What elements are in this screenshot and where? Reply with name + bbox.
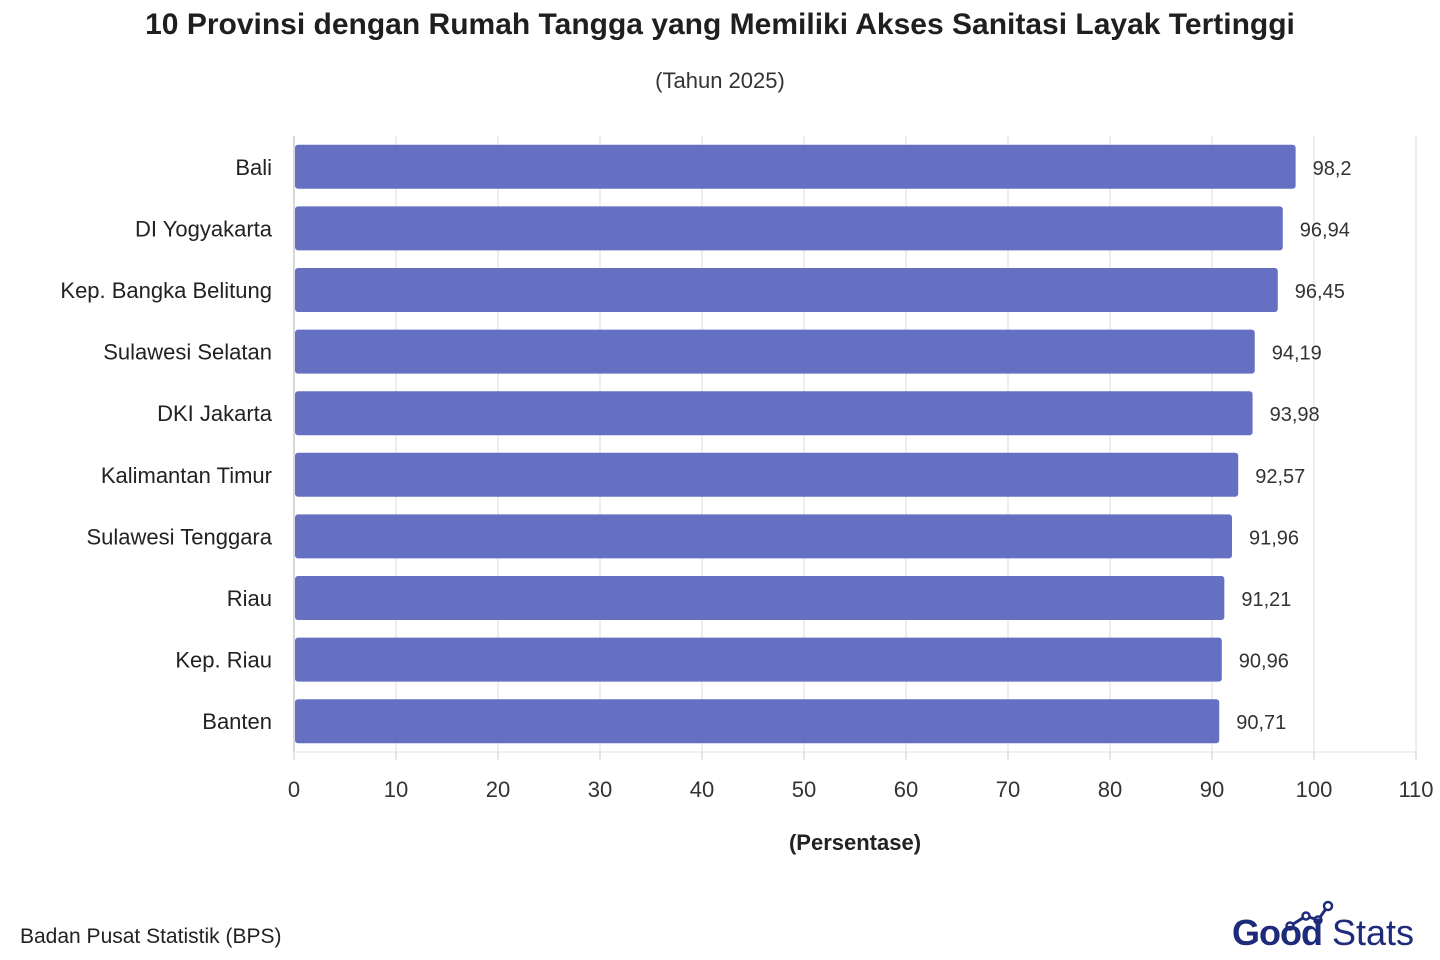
bar xyxy=(295,576,1225,620)
bar xyxy=(295,514,1232,559)
bar xyxy=(295,391,1253,436)
goodstats-logo: Good Stats xyxy=(1232,898,1432,956)
x-tick-label: 80 xyxy=(1098,777,1122,802)
category-label: Riau xyxy=(227,586,272,611)
category-label: Sulawesi Tenggara xyxy=(87,524,273,549)
x-tick-label: 20 xyxy=(486,777,510,802)
value-label: 91,96 xyxy=(1249,527,1299,549)
value-label: 90,71 xyxy=(1236,712,1286,734)
value-label: 91,21 xyxy=(1241,589,1291,611)
bar xyxy=(295,206,1283,251)
bar xyxy=(295,452,1239,497)
x-axis-label: (Persentase) xyxy=(788,830,922,855)
value-label: 98,2 xyxy=(1313,158,1352,180)
x-tick-label: 50 xyxy=(792,777,816,802)
category-label: Banten xyxy=(202,709,272,734)
chart-title: 10 Provinsi dengan Rumah Tangga yang Mem… xyxy=(145,8,1295,41)
x-tick-label: 40 xyxy=(690,777,714,802)
x-tick-label: 30 xyxy=(588,777,612,802)
x-tick-label: 110 xyxy=(1398,777,1433,802)
logo-trend-icon xyxy=(1285,900,1334,931)
value-label: 93,98 xyxy=(1270,404,1320,426)
x-tick-label: 70 xyxy=(996,777,1020,802)
value-label: 96,45 xyxy=(1295,281,1345,303)
value-label: 92,57 xyxy=(1255,466,1305,488)
x-tick-label: 60 xyxy=(894,777,918,802)
value-label: 96,94 xyxy=(1300,219,1350,241)
x-tick-label: 100 xyxy=(1296,777,1333,802)
bar xyxy=(295,699,1220,744)
category-label: DKI Jakarta xyxy=(157,401,273,426)
brand-good-text: Good xyxy=(1232,912,1323,953)
x-tick-label: 0 xyxy=(288,777,300,802)
bar xyxy=(295,144,1296,189)
value-label: 94,19 xyxy=(1272,343,1322,365)
category-label: Bali xyxy=(235,155,272,180)
bar xyxy=(295,637,1222,682)
category-label: Sulawesi Selatan xyxy=(103,340,272,365)
bar xyxy=(295,268,1278,312)
chart-subtitle: (Tahun 2025) xyxy=(655,68,785,93)
bar xyxy=(295,329,1255,374)
category-label: DI Yogyakarta xyxy=(135,216,273,241)
category-label: Kep. Riau xyxy=(175,648,272,673)
x-tick-label: 10 xyxy=(384,777,408,802)
value-label: 90,96 xyxy=(1239,651,1289,673)
category-label: Kep. Bangka Belitung xyxy=(60,278,272,303)
source-note: Badan Pusat Statistik (BPS) xyxy=(20,925,282,948)
category-label: Kalimantan Timur xyxy=(101,463,272,488)
x-tick-label: 90 xyxy=(1200,777,1224,802)
brand-stats-text: Stats xyxy=(1332,912,1415,953)
